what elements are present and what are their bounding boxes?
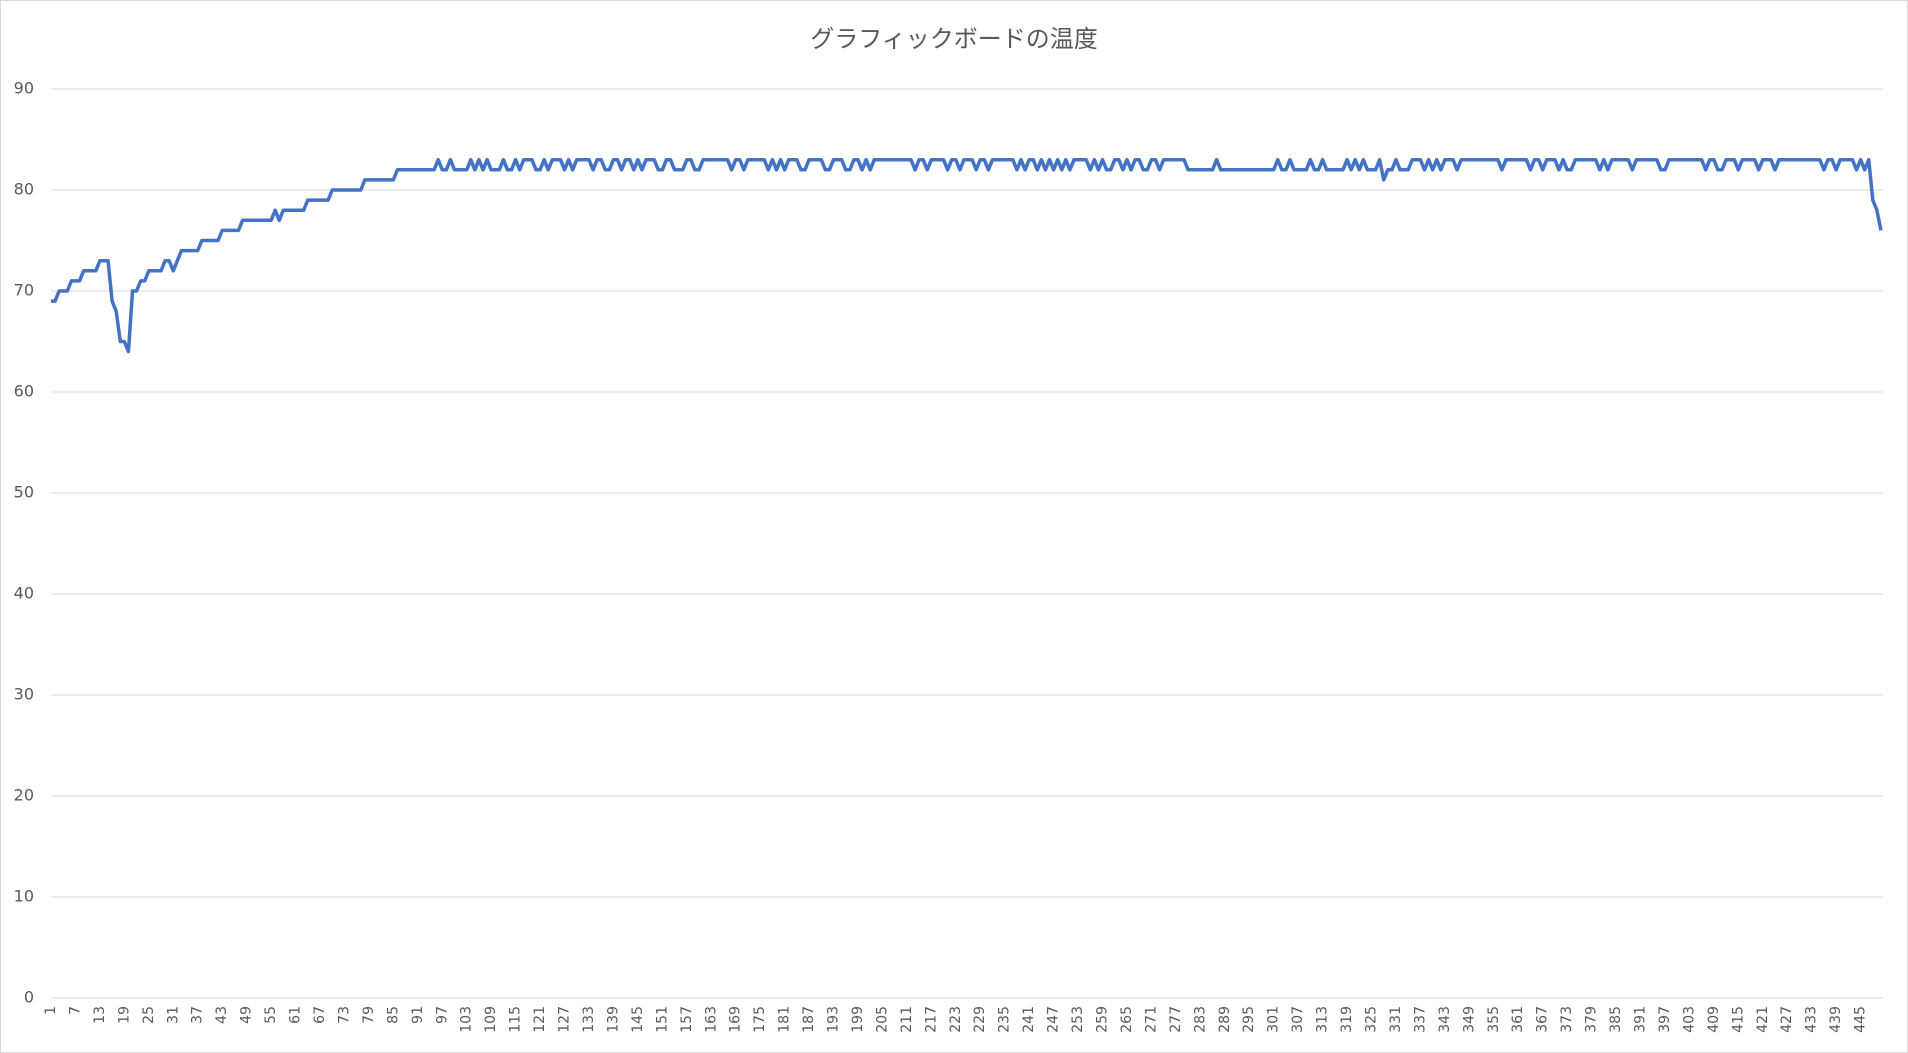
x-tick-label: 361 [1510,1006,1526,1033]
x-tick-label: 313 [1315,1006,1331,1033]
x-tick-label: 439 [1828,1006,1844,1033]
y-tick-label: 70 [14,281,34,300]
x-tick-label: 79 [361,1006,377,1024]
x-tick-label: 373 [1559,1006,1575,1033]
x-tick-label: 229 [972,1006,988,1033]
x-tick-label: 325 [1364,1006,1380,1033]
x-tick-label: 163 [703,1006,719,1033]
x-tick-label: 277 [1168,1006,1184,1033]
x-tick-label: 127 [557,1006,573,1033]
x-tick-label: 241 [1021,1006,1037,1033]
x-tick-label: 217 [923,1006,939,1033]
x-tick-label: 427 [1779,1006,1795,1033]
x-tick-label: 43 [214,1006,230,1024]
x-tick-label: 337 [1412,1006,1428,1033]
x-tick-label: 139 [605,1006,621,1033]
x-tick-label: 409 [1706,1006,1722,1033]
x-tick-label: 157 [679,1006,695,1033]
x-tick-label: 355 [1486,1006,1502,1033]
x-tick-label: 103 [459,1006,475,1033]
x-tick-label: 97 [434,1006,450,1024]
x-tick-label: 13 [92,1006,108,1024]
x-tick-label: 403 [1681,1006,1697,1033]
y-tick-label: 80 [14,180,34,199]
x-tick-label: 199 [850,1006,866,1033]
x-tick-label: 1 [43,1006,59,1015]
y-tick-label: 40 [14,584,34,603]
x-tick-label: 55 [263,1006,279,1024]
x-tick-label: 307 [1290,1006,1306,1033]
x-tick-label: 7 [67,1006,83,1015]
x-tick-label: 433 [1804,1006,1820,1033]
x-tick-label: 67 [312,1006,328,1024]
x-tick-label: 247 [1046,1006,1062,1033]
x-tick-label: 253 [1070,1006,1086,1033]
x-tick-label: 169 [728,1006,744,1033]
x-tick-label: 151 [654,1006,670,1033]
x-tick-label: 31 [165,1006,181,1024]
x-tick-label: 319 [1339,1006,1355,1033]
x-tick-label: 175 [752,1006,768,1033]
x-tick-label: 379 [1584,1006,1600,1033]
y-tick-label: 0 [24,988,34,1007]
x-tick-label: 265 [1119,1006,1135,1033]
x-tick-label: 235 [997,1006,1013,1033]
x-tick-label: 367 [1535,1006,1551,1033]
x-tick-label: 385 [1608,1006,1624,1033]
x-tick-label: 115 [508,1006,524,1033]
x-tick-label: 295 [1241,1006,1257,1033]
x-tick-label: 271 [1143,1006,1159,1033]
x-tick-label: 445 [1853,1006,1869,1033]
x-tick-label: 223 [948,1006,964,1033]
x-tick-label: 331 [1388,1006,1404,1033]
x-tick-label: 421 [1755,1006,1771,1033]
y-tick-label: 50 [14,483,34,502]
x-tick-label: 37 [190,1006,206,1024]
x-tick-label: 193 [826,1006,842,1033]
x-tick-label: 121 [532,1006,548,1033]
x-tick-label: 25 [141,1006,157,1024]
x-tick-label: 205 [874,1006,890,1033]
x-tick-label: 397 [1657,1006,1673,1033]
x-tick-label: 259 [1095,1006,1111,1033]
data-line [51,157,1883,354]
x-tick-label: 283 [1192,1006,1208,1033]
x-tick-label: 91 [410,1006,426,1024]
chart-title: グラフィックボードの温度 [810,25,1098,53]
x-tick-label: 289 [1217,1006,1233,1033]
x-tick-label: 49 [239,1006,255,1024]
x-tick-label: 301 [1266,1006,1282,1033]
x-tick-label: 181 [777,1006,793,1033]
x-tick-label: 133 [581,1006,597,1033]
x-tick-label: 19 [116,1006,132,1024]
x-tick-label: 73 [336,1006,352,1024]
x-tick-label: 85 [385,1006,401,1024]
y-tick-label: 20 [14,786,34,805]
x-tick-label: 415 [1730,1006,1746,1033]
y-tick-label: 10 [14,887,34,906]
x-tick-label: 211 [899,1006,915,1033]
x-tick-label: 61 [288,1006,304,1024]
x-tick-label: 349 [1461,1006,1477,1033]
x-tick-label: 391 [1632,1006,1648,1033]
x-tick-label: 145 [630,1006,646,1033]
x-tick-label: 187 [801,1006,817,1033]
x-tick-label: 109 [483,1006,499,1033]
x-tick-label: 343 [1437,1006,1453,1033]
y-tick-label: 30 [14,685,34,704]
y-tick-label: 60 [14,382,34,401]
y-tick-label: 90 [14,79,34,98]
